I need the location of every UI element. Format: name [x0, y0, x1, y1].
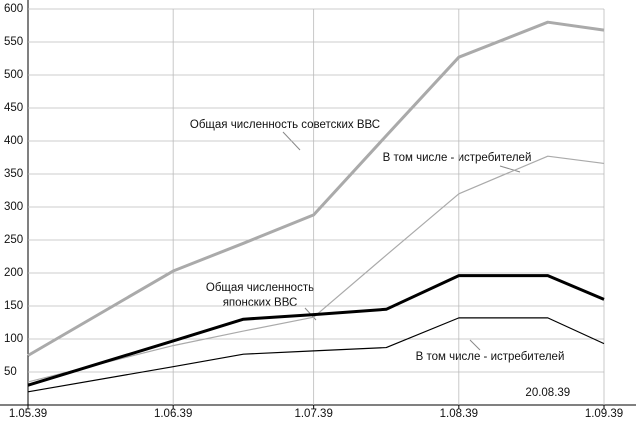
y-tick-label: 100: [4, 333, 23, 345]
annotation: В том числе - истребителей: [416, 351, 565, 363]
y-tick-label: 50: [4, 366, 17, 378]
annotation: Общая численность: [206, 282, 314, 294]
leader-line: [469, 339, 481, 351]
y-tick-label: 500: [4, 69, 23, 81]
x-tick-label: 1.09.39: [585, 408, 623, 420]
series-line: [27, 20, 605, 357]
x-tick-label: 1.06.39: [154, 408, 192, 420]
annotation: Общая численность советских ВВС: [190, 119, 380, 131]
y-tick-label: 450: [4, 102, 23, 114]
y-tick-label: 600: [4, 3, 23, 15]
y-tick-label: 150: [4, 300, 23, 312]
x-tick-label: 1.05.39: [9, 408, 47, 420]
y-tick-label: 250: [4, 234, 23, 246]
x-tick-label: 20.08.39: [525, 387, 570, 399]
y-tick-label: 200: [4, 267, 23, 279]
annotation: японских ВВС: [223, 297, 298, 309]
x-tick-label: 1.07.39: [294, 408, 332, 420]
series-line: [27, 274, 605, 387]
y-tick-label: 400: [4, 135, 23, 147]
y-tick-label: 550: [4, 36, 23, 48]
y-tick-label: 350: [4, 168, 23, 180]
series-line: [27, 317, 605, 393]
series-line: [27, 155, 605, 383]
leader-line: [499, 165, 521, 173]
y-tick-label: 300: [4, 201, 23, 213]
x-tick-label: 1.08.39: [440, 408, 478, 420]
annotation: В том числе - истребителей: [383, 152, 532, 164]
